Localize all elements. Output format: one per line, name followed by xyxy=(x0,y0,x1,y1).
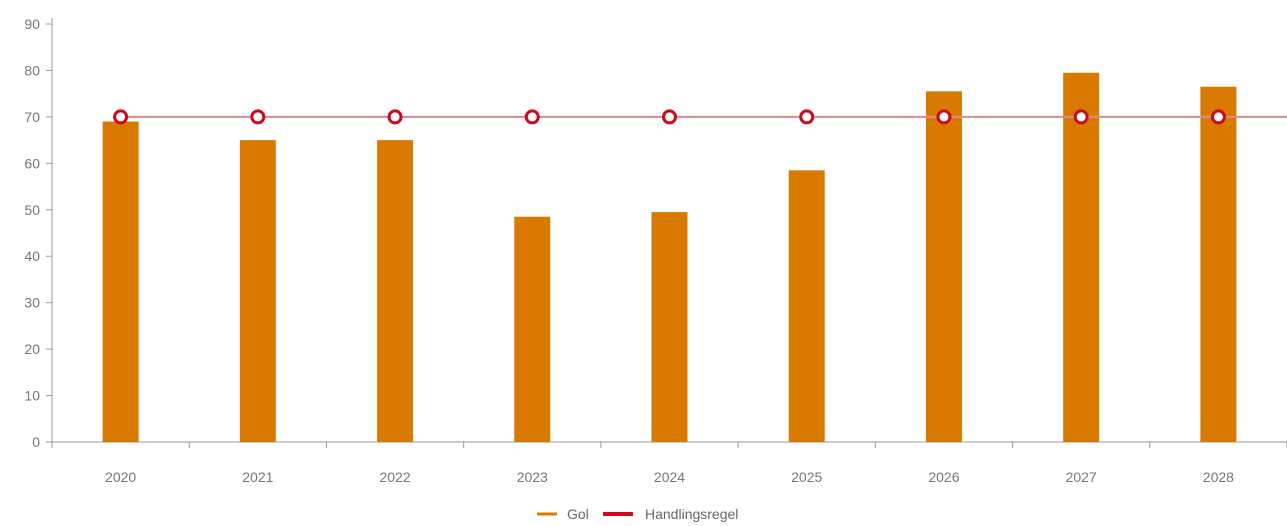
x-tick-label: 2028 xyxy=(1203,469,1234,485)
bar-gol-2028 xyxy=(1200,86,1237,442)
y-tick-label: 80 xyxy=(24,62,40,78)
point-handlingsregel-2027 xyxy=(1073,109,1089,125)
bar-series-gol xyxy=(102,72,1237,443)
x-tick-label: 2027 xyxy=(1066,469,1097,485)
y-tick-label: 20 xyxy=(24,341,40,357)
point-handlingsregel-2023 xyxy=(524,109,540,125)
y-tick-label: 10 xyxy=(24,388,40,404)
y-tick-label: 90 xyxy=(24,16,40,32)
bar-gol-2027 xyxy=(1063,72,1100,443)
x-tick-label: 2026 xyxy=(928,469,959,485)
line-series-handlingsregel xyxy=(113,109,1287,125)
y-tick-label: 50 xyxy=(24,202,40,218)
x-axis: 2020 2021 2022 2023 2024 2025 2026 2027 2028 xyxy=(51,441,1287,485)
bar-gol-2021 xyxy=(239,140,276,442)
y-tick-label: 40 xyxy=(24,248,40,264)
point-handlingsregel-2025 xyxy=(799,109,815,125)
bar-gol-2022 xyxy=(377,140,414,442)
point-handlingsregel-2021 xyxy=(250,109,266,125)
point-handlingsregel-2022 xyxy=(387,109,403,125)
bar-gol-2023 xyxy=(514,216,551,442)
y-tick-label: 0 xyxy=(32,434,40,450)
x-tick-label: 2021 xyxy=(242,469,273,485)
bar-gol-2025 xyxy=(788,170,825,443)
point-handlingsregel-2024 xyxy=(662,109,677,125)
point-handlingsregel-2028 xyxy=(1210,109,1226,125)
x-tick-label: 2024 xyxy=(654,469,685,485)
bar-gol-2020 xyxy=(102,121,139,443)
x-tick-label: 2025 xyxy=(791,469,822,485)
y-tick-label: 60 xyxy=(24,155,40,171)
point-handlingsregel-2020 xyxy=(113,109,129,125)
legend-label-handlingsregel: Handlingsregel xyxy=(645,506,738,522)
x-tick-label: 2022 xyxy=(379,469,410,485)
x-tick-label: 2020 xyxy=(105,469,136,485)
y-tick-label: 30 xyxy=(24,295,40,311)
point-handlingsregel-2026 xyxy=(936,109,952,125)
y-tick-label: 70 xyxy=(24,109,40,125)
x-tick-label: 2023 xyxy=(517,469,548,485)
y-axis: 0 10 20 30 40 50 60 70 80 90 xyxy=(24,16,53,450)
legend-label-gol: Gol xyxy=(567,506,589,522)
bar-gol-2026 xyxy=(925,91,962,442)
bar-gol-2024 xyxy=(651,212,688,442)
legend: Gol Handlingsregel xyxy=(537,506,738,522)
